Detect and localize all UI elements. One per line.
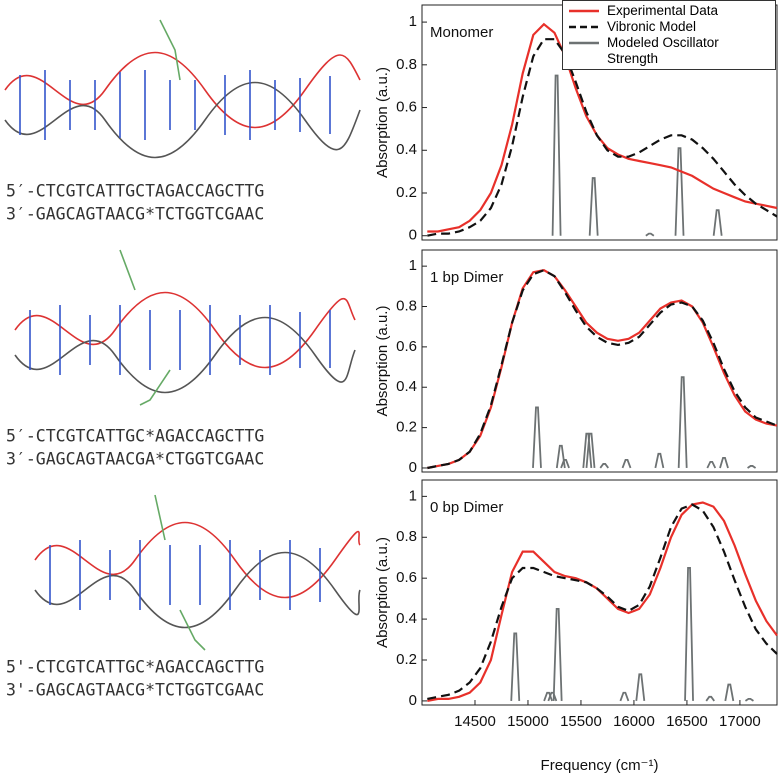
legend-entry: Vibronic Model	[563, 19, 775, 35]
oscillator-peak	[654, 452, 665, 469]
oscillator-peak	[621, 458, 632, 469]
oscillator-peak	[588, 177, 599, 236]
base-pairs	[29, 305, 331, 375]
y-tick-label: 0.8	[396, 528, 417, 545]
x-tick-label: 15000	[507, 713, 549, 730]
x-axis-label: Frequency (cm⁻¹)	[541, 757, 659, 774]
x-tick-label: 14500	[454, 713, 496, 730]
y-tick-label: 1	[409, 13, 417, 30]
y-tick-label: 0.2	[396, 651, 417, 668]
legend-label: Modeled Oscillator Strength	[607, 35, 719, 66]
y-axis-label: Absorption (a.u.)	[374, 306, 391, 417]
y-tick-label: 0.4	[396, 141, 417, 158]
oscillator-peak	[599, 463, 609, 469]
y-tick-label: 0.6	[396, 338, 417, 355]
y-tick-label: 0.6	[396, 569, 417, 586]
y-tick-label: 0.2	[396, 419, 417, 436]
dye	[119, 249, 171, 406]
oscillator-peak	[724, 683, 735, 702]
oscillator-peak	[619, 691, 630, 702]
x-tick-label: 15500	[560, 713, 602, 730]
oscillator-peak	[677, 376, 688, 468]
oscillator-peak	[555, 444, 566, 469]
oscillator-peak	[747, 465, 757, 469]
legend-entry: Experimental Data	[563, 3, 775, 19]
oscillator-peak	[510, 632, 521, 701]
model-line	[427, 38, 778, 237]
y-tick-label: 0.6	[396, 99, 417, 116]
oscillator-peak	[547, 691, 558, 702]
sequence: 5′-CTCGTCATTGC*AGACCAGCTTG	[6, 427, 264, 446]
oscillator-peak	[551, 74, 562, 236]
legend-entry: Modeled Oscillator Strength	[563, 35, 775, 67]
oscillator-peak	[719, 456, 729, 469]
oscillator-peak	[684, 567, 694, 701]
y-tick-label: 1	[409, 487, 417, 504]
sequence: 3′-GAGCAGTAACGA*CTGGTCGAAC	[6, 450, 264, 469]
y-tick-label: 0	[409, 227, 417, 244]
oscillator-peak	[712, 209, 723, 236]
oscillator-peak	[585, 432, 596, 469]
model-line	[427, 268, 778, 470]
panel-title: 0 bp Dimer	[430, 499, 503, 516]
y-tick-label: 1	[409, 257, 417, 274]
oscillator-peak	[645, 232, 655, 237]
legend-swatch	[569, 25, 599, 29]
x-tick-label: 16000	[613, 713, 655, 730]
legend-swatch	[569, 9, 599, 13]
oscillator-peak	[532, 406, 542, 469]
helix	[14, 316, 356, 394]
dye	[159, 19, 181, 81]
panel-title: 1 bp Dimer	[430, 269, 503, 286]
data-line	[427, 269, 778, 470]
sequence: 3'-GAGCAGTAACG*TCTGGTCGAAC	[6, 681, 264, 700]
x-tick-label: 17000	[719, 713, 761, 730]
dye	[154, 494, 206, 651]
data-line	[427, 22, 778, 233]
molecule-graphics	[4, 19, 361, 651]
base-pairs	[49, 540, 321, 610]
data-line	[427, 501, 778, 702]
y-tick-label: 0.8	[396, 56, 417, 73]
legend-label: Experimental Data	[607, 3, 719, 18]
y-tick-label: 0	[409, 459, 417, 476]
oscillator-peak	[705, 695, 715, 702]
legend-label: Vibronic Model	[607, 19, 697, 34]
oscillator-peak	[674, 147, 685, 236]
legend: Experimental Data Vibronic Model Modeled O…	[562, 0, 776, 70]
y-tick-label: 0.2	[396, 184, 417, 201]
y-tick-label: 0.8	[396, 297, 417, 314]
oscillator-peak	[744, 697, 754, 702]
helix	[14, 291, 356, 369]
sequence: 5′-CTCGTCATTGCTAGACCAGCTTG	[6, 182, 264, 201]
plot-frame	[421, 479, 778, 706]
oscillator-peak	[560, 458, 570, 469]
y-tick-label: 0	[409, 692, 417, 709]
sequence: 3′-GAGCAGTAACG*TCTGGTCGAAC	[6, 205, 264, 224]
oscillator-peak	[552, 607, 563, 701]
y-tick-label: 0.4	[396, 610, 417, 627]
oscillator-peak	[635, 673, 646, 702]
oscillator-peak	[582, 432, 593, 469]
helix	[4, 81, 361, 159]
y-axis-label: Absorption (a.u.)	[374, 67, 391, 178]
y-axis-label: Absorption (a.u.)	[374, 537, 391, 648]
model-line	[427, 503, 778, 700]
helix	[4, 51, 361, 129]
sequence: 5'-CTCGTCATTGC*AGACCAGCTTG	[6, 658, 264, 677]
oscillator-peak	[706, 461, 717, 469]
plot-frame	[421, 249, 778, 473]
helix	[34, 551, 361, 629]
base-pairs	[19, 70, 331, 140]
panel-title: Monomer	[430, 24, 493, 41]
helix	[34, 521, 361, 599]
x-tick-label: 16500	[666, 713, 708, 730]
legend-swatch	[569, 41, 599, 45]
y-tick-label: 0.4	[396, 378, 417, 395]
